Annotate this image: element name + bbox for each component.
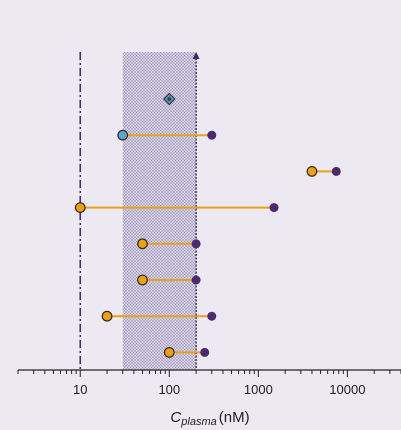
row-4	[74, 202, 279, 214]
high-marker	[269, 203, 279, 213]
x-tick-label: 10	[73, 382, 87, 397]
row-1	[162, 92, 176, 106]
low-marker	[74, 202, 86, 214]
x-axis-title: Cplasma (nM)	[170, 409, 249, 428]
high-marker	[207, 130, 217, 140]
x-axis-symbol: C	[170, 409, 181, 426]
x-tick-label: 1000	[244, 382, 273, 397]
low-marker	[137, 274, 148, 286]
row-7	[101, 310, 217, 322]
row-6	[137, 274, 201, 286]
low-marker	[137, 238, 148, 250]
x-axis-unit: (nM)	[219, 409, 250, 426]
x-axis-subscript: plasma	[180, 416, 216, 428]
row-5	[137, 238, 201, 250]
high-marker	[191, 275, 201, 285]
low-marker	[101, 310, 113, 322]
row-3	[306, 165, 341, 177]
high-marker	[331, 166, 341, 176]
x-tick-label: 100	[158, 382, 180, 397]
x-tick-label: 10000	[329, 382, 365, 397]
band-edge-arrow	[192, 52, 200, 59]
high-marker	[207, 311, 217, 321]
diamond-center-point	[167, 97, 172, 101]
low-marker	[306, 165, 318, 177]
row-2	[117, 129, 217, 141]
low-marker	[117, 129, 129, 141]
high-marker	[191, 239, 201, 249]
shaded-band	[122, 52, 197, 370]
high-marker	[200, 347, 210, 357]
low-marker	[163, 347, 175, 358]
row-8	[163, 347, 210, 358]
